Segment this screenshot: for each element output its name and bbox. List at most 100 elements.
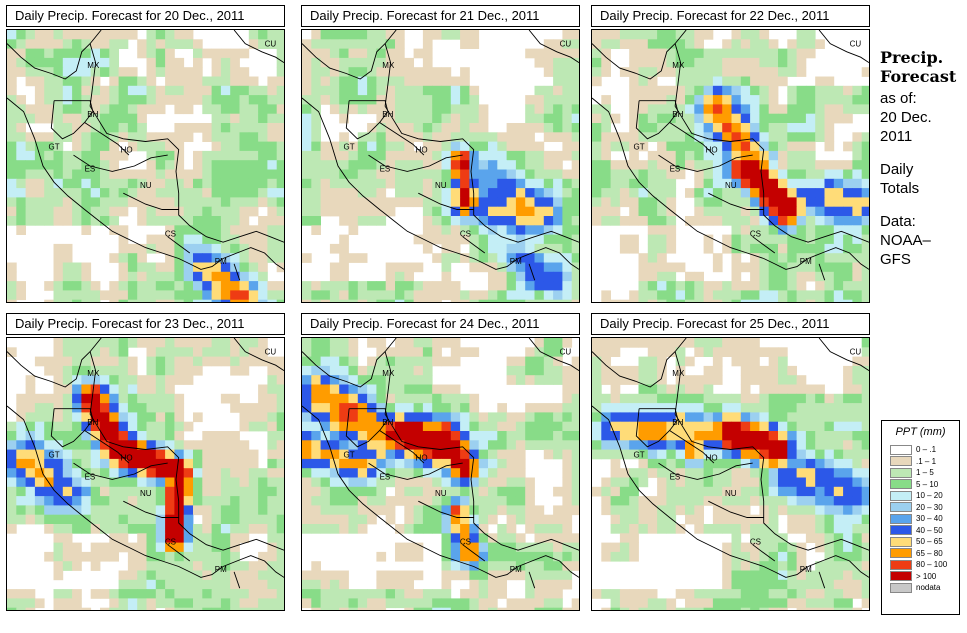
legend-label: 5 – 10 [916,479,939,489]
sidebar-data-line1: Data: [880,213,916,230]
legend-label: 80 – 100 [916,560,948,570]
map-outline [89,43,284,243]
country-label: NU [140,489,152,498]
map-outline [7,97,284,270]
map-outline [368,462,463,480]
legend-label: 20 – 30 [916,502,943,512]
panel-title: Daily Precip. Forecast for 23 Dec., 2011 [6,313,285,335]
country-label: GT [634,143,645,152]
country-label: NU [435,181,447,190]
legend-swatch [890,513,912,524]
precip-grid: MX CU BH GT HO ES NU CS PM [592,338,869,610]
country-label: ES [380,164,391,173]
country-label: CU [560,39,572,48]
country-label: GT [49,451,60,460]
legend-swatch [890,536,912,547]
country-label: NU [725,181,737,190]
map-outline [592,338,687,388]
legend-label: 30 – 40 [916,514,943,524]
panel-title: Daily Precip. Forecast for 25 Dec., 2011 [591,313,870,335]
map-outline [418,192,474,210]
country-label: PM [215,565,227,574]
legend-swatch [890,582,912,593]
precip-grid: MX CU BH GT HO ES NU CS PM [7,338,284,610]
legend-label: 10 – 20 [916,491,943,501]
legend-item: 0 – .1 [882,444,959,456]
legend-item: 10 – 20 [882,490,959,502]
map-outline [302,30,397,80]
map-outline [302,338,397,388]
legend-label: > 100 [916,571,937,581]
map-outline [592,30,687,80]
map-outline [669,430,715,464]
country-label: BH [672,110,683,119]
panel-title: Daily Precip. Forecast for 22 Dec., 2011 [591,5,870,27]
country-label: HO [706,145,718,154]
country-label: MX [672,369,685,378]
country-label: GT [344,143,355,152]
country-label: CU [265,347,277,356]
map-outline [818,338,869,371]
map-outline [233,263,241,281]
map-outline [345,100,389,140]
country-label: MX [87,61,100,70]
map-outline [818,30,869,63]
map-outline [528,263,536,281]
map-outline [528,30,579,63]
country-label: PM [800,565,812,574]
legend-title: PPT (mm) [895,426,946,438]
legend-item: 30 – 40 [882,513,959,525]
legend-swatch [890,490,912,501]
legend-swatch [890,456,912,467]
map-outline [167,236,191,254]
country-label: CU [850,39,862,48]
sidebar-title-line1: Precip. [880,48,944,67]
country-label: MX [87,369,100,378]
legend-label: 50 – 65 [916,537,943,547]
legend-item: 40 – 50 [882,525,959,537]
map-outline [73,154,168,172]
map-outline [592,97,869,270]
legend-item: 20 – 30 [882,502,959,514]
map-outline [167,544,191,562]
country-label: BH [87,418,98,427]
precip-grid: MX CU BH GT HO ES NU CS PM [7,30,284,302]
country-label: CS [165,538,176,547]
precip-map: MX CU BH GT HO ES NU CS PM [6,29,285,303]
country-label: ES [85,164,96,173]
map-outline [50,100,94,140]
precip-map: MX CU BH GT HO ES NU CS PM [591,337,870,611]
country-label: GT [49,143,60,152]
country-label: HO [416,145,428,154]
map-outline [7,405,284,578]
map-outline [345,408,389,448]
map-outline [658,154,753,172]
country-label: GT [344,451,355,460]
country-label: PM [510,565,522,574]
legend-item: 50 – 65 [882,536,959,548]
legend-swatch [890,467,912,478]
map-outline [674,351,869,551]
legend-swatch [890,548,912,559]
legend-swatch [890,502,912,513]
map-outline [462,236,486,254]
panel-title: Daily Precip. Forecast for 24 Dec., 2011 [301,313,580,335]
country-label: GT [634,451,645,460]
forecast-panel: Daily Precip. Forecast for 25 Dec., 2011… [591,313,870,611]
panel-title: Daily Precip. Forecast for 20 Dec., 2011 [6,5,285,27]
sidebar-asof-line2: 20 Dec. [880,109,932,126]
forecast-panel: Daily Precip. Forecast for 22 Dec., 2011… [591,5,870,303]
country-label: ES [380,472,391,481]
country-label: CU [265,39,277,48]
country-label: BH [87,110,98,119]
precip-grid: MX CU BH GT HO ES NU CS PM [592,30,869,302]
panel-title: Daily Precip. Forecast for 21 Dec., 2011 [301,5,580,27]
legend-swatch [890,444,912,455]
map-outline [379,122,425,156]
map-outline [669,122,715,156]
country-label: BH [382,418,393,427]
country-label: MX [672,61,685,70]
forecast-panel: Daily Precip. Forecast for 20 Dec., 2011… [6,5,285,303]
precip-grid: MX CU BH GT HO ES NU CS PM [302,30,579,302]
